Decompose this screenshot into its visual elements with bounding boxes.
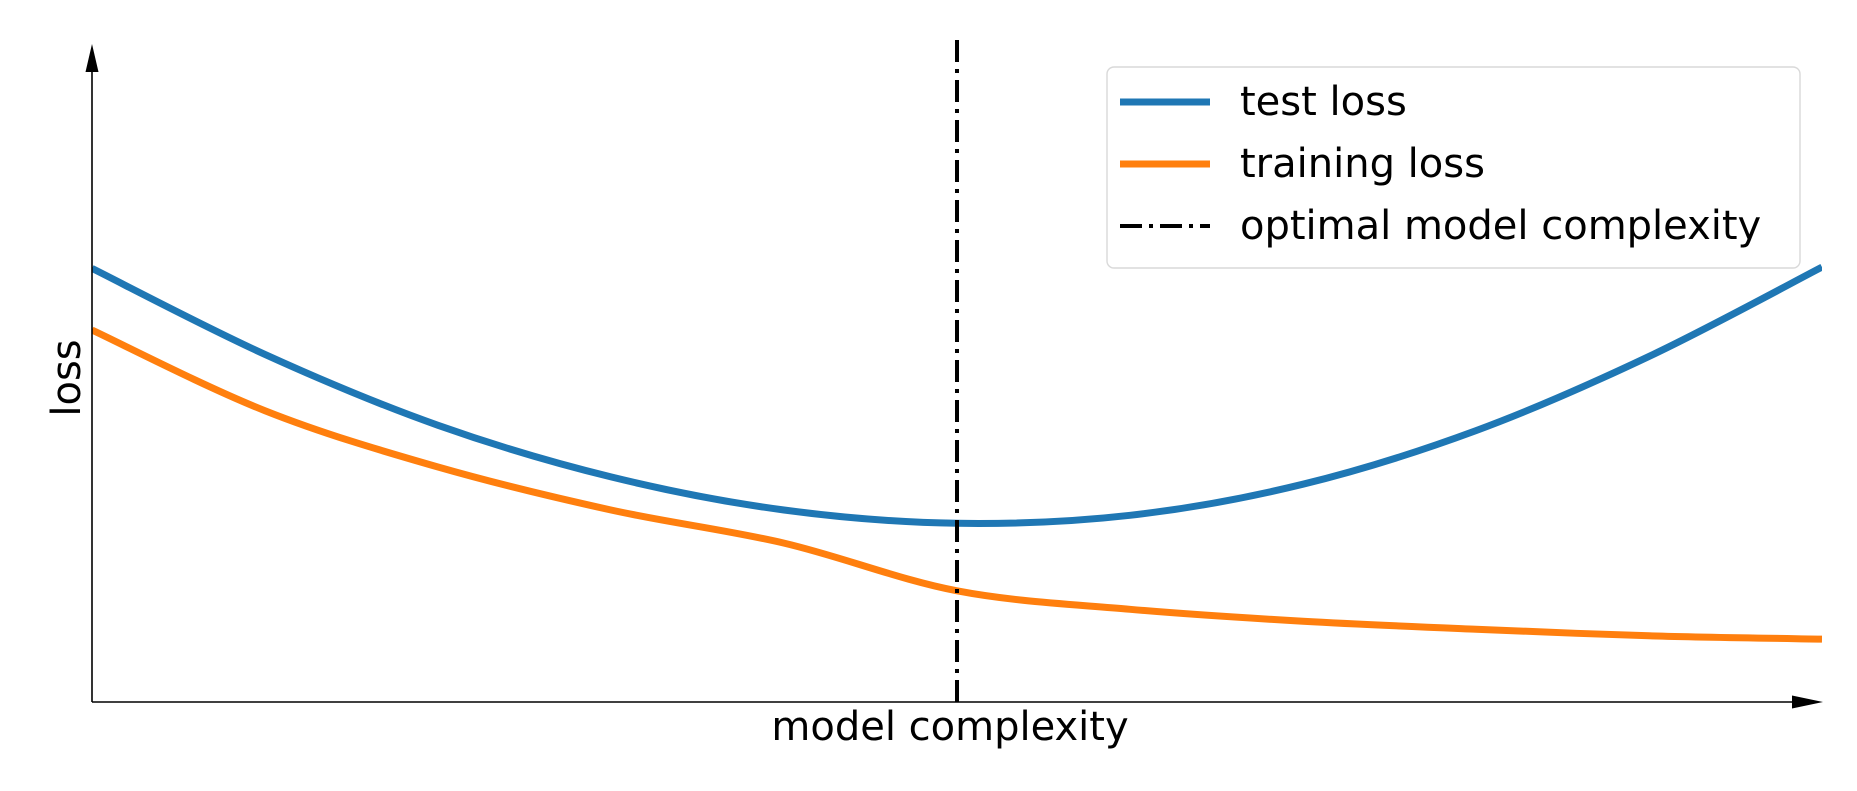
legend-label-test-loss: test loss: [1240, 79, 1407, 125]
legend-label-training-loss: training loss: [1240, 141, 1485, 187]
legend-box: [1106, 66, 1801, 269]
legend-label-optimal-complexity: optimal model complexity: [1240, 203, 1761, 249]
y-axis-label: loss: [44, 339, 90, 416]
series-layer: [92, 40, 1822, 702]
legend: test loss training loss optimal model co…: [1106, 66, 1801, 269]
x-axis-arrow-icon: [1792, 695, 1823, 709]
y-axis-arrow-icon: [85, 44, 99, 72]
x-axis-label: model complexity: [771, 704, 1128, 750]
